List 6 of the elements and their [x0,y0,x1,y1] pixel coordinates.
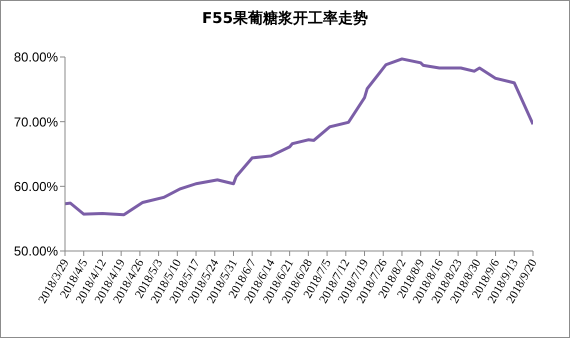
y-tick-label: 80.00% [14,50,58,65]
chart-title: F55果葡糖浆开工率走势 [200,9,370,28]
line-series [65,57,533,216]
y-tick-label: 60.00% [14,178,58,194]
y-tick-label: 70.00% [14,114,58,130]
y-tick-label: 50.00% [14,244,58,259]
